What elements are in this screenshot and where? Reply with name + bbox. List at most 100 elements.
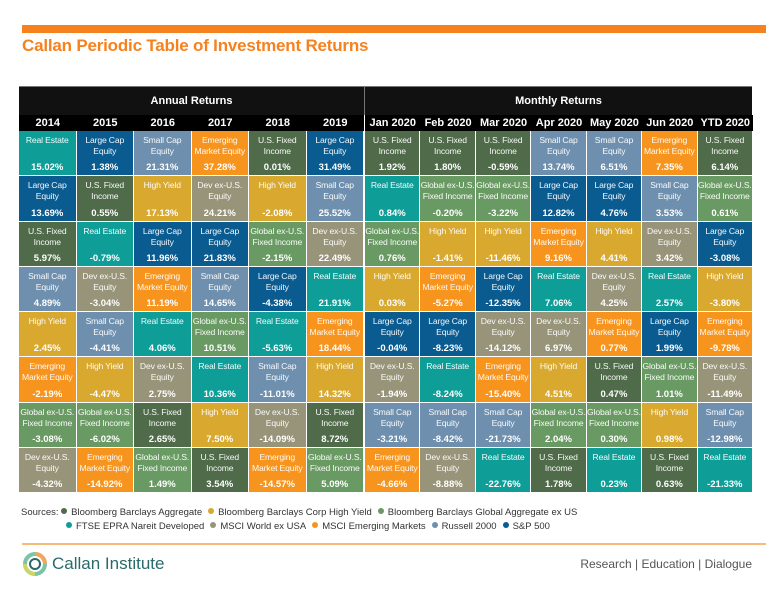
return-value: 0.84% [378, 207, 406, 219]
return-value: 1.92% [378, 162, 406, 174]
table-cell: Emerging Market Equity 11.19% [134, 266, 192, 312]
table-cell: Small Cap Equity 21.31% [134, 131, 192, 177]
table-cell: Real Estate 0.23% [586, 447, 643, 493]
group-header-annual: Annual Returns [19, 86, 365, 115]
asset-class-label: U.S. Fixed Income [200, 451, 240, 473]
asset-class-label: Large Cap Equity [315, 135, 355, 156]
return-value: -2.15% [262, 252, 293, 264]
table-cell: Dev ex-U.S. Equity 24.21% [191, 176, 249, 222]
table-cell: Global ex-U.S. Fixed Income 1.01% [642, 357, 698, 403]
asset-class-label: High Yield [595, 225, 633, 236]
asset-class-label: Small Cap Equity [28, 270, 67, 292]
asset-class-label: Real Estate [198, 361, 242, 372]
table-cell: Real Estate -5.63% [249, 312, 307, 358]
asset-class-label: Global ex-U.S. Fixed Income [531, 406, 586, 428]
table-cell: Real Estate 0.84% [365, 176, 421, 222]
return-value: 3.42% [655, 252, 683, 264]
asset-class-label: Emerging Market Equity [644, 135, 695, 156]
table-cell: Large Cap Equity -8.23% [420, 312, 476, 358]
return-value: -8.42% [432, 433, 463, 445]
return-value: -3.21% [377, 433, 408, 445]
asset-class-label: Dev ex-U.S. Equity [254, 406, 300, 428]
source-item: FTSE EPRA Nareit Developed [66, 521, 204, 532]
source-text: MSCI World ex USA [220, 521, 307, 532]
table-cell: Global ex-U.S. Fixed Income 0.30% [586, 402, 643, 448]
return-value: -3.22% [488, 207, 519, 219]
table-cell: Dev ex-U.S. Equity -11.49% [697, 357, 753, 403]
return-value: 2.75% [148, 388, 176, 400]
table-cell: High Yield -2.08% [249, 176, 307, 222]
asset-class-label: Emerging Market Equity [422, 270, 473, 292]
asset-class-label: Global ex-U.S. Fixed Income [697, 180, 752, 202]
asset-class-label: Emerging Market Equity [366, 451, 418, 473]
table-cell: Emerging Market Equity -15.40% [475, 357, 532, 403]
column-header: 2016 [134, 115, 192, 131]
table-cell: Dev ex-U.S. Equity -8.88% [420, 447, 476, 493]
asset-class-label: Real Estate [481, 451, 525, 462]
return-value: 11.19% [146, 298, 179, 309]
return-value: 0.23% [600, 479, 628, 490]
column-header: 2019 [306, 115, 364, 131]
asset-class-label: Real Estate [703, 451, 747, 462]
return-value: -1.41% [432, 252, 463, 264]
asset-class-label: Small Cap Equity [483, 406, 523, 428]
table-cell: Global ex-U.S. Fixed Income 5.09% [306, 447, 364, 493]
asset-class-label: Dev ex-U.S. Equity [312, 225, 358, 247]
table-cell: U.S. Fixed Income 0.47% [586, 357, 643, 403]
source-item: Russell 2000 [431, 521, 497, 532]
return-value: -22.76% [485, 479, 521, 490]
source-item: Bloomberg Barclays Aggregate [61, 507, 202, 518]
source-text: Bloomberg Barclays Aggregate [71, 507, 203, 518]
column-feb-2020: Feb 2020 U.S. Fixed Income 1.80% Global ex-… [420, 115, 476, 493]
return-value: -5.63% [262, 343, 293, 355]
return-value: -12.35% [485, 298, 521, 309]
table-cell: Global ex-U.S. Fixed Income 10.51% [191, 312, 249, 358]
table-cell: High Yield 4.41% [586, 221, 643, 267]
table-cell: High Yield 7.50% [191, 402, 249, 448]
return-value: -4.66% [377, 479, 408, 490]
asset-class-label: U.S. Fixed Income [483, 135, 523, 156]
return-value: 0.47% [600, 388, 628, 400]
asset-class-label: Large Cap Equity [200, 225, 240, 247]
asset-class-label: Small Cap Equity [85, 316, 124, 337]
table-cell: Small Cap Equity -3.21% [365, 402, 421, 448]
asset-class-label: Small Cap Equity [373, 406, 412, 428]
asset-class-label: Emerging Market Equity [251, 451, 303, 473]
return-value: 1.78% [545, 479, 572, 490]
table-cell: Small Cap Equity -11.01% [249, 357, 307, 403]
return-value: 6.14% [711, 162, 739, 174]
return-value: 5.09% [321, 479, 349, 490]
table-cell: Large Cap Equity 31.49% [306, 131, 364, 177]
asset-class-label: Emerging Market Equity [136, 270, 188, 292]
legend-dot-icon [208, 508, 215, 514]
legend-dot-icon [210, 522, 217, 528]
asset-class-label: Global ex-U.S. Fixed Income [307, 451, 362, 473]
asset-class-label: Emerging Market Equity [194, 135, 246, 156]
table-cell: High Yield 2.45% [19, 312, 77, 358]
asset-class-label: Emerging Market Equity [309, 316, 361, 337]
asset-class-label: Global ex-U.S. Fixed Income [250, 225, 305, 247]
table-cell: Emerging Market Equity -14.92% [76, 447, 134, 493]
table-cell: Small Cap Equity 3.53% [642, 176, 698, 222]
asset-class-label: High Yield [484, 225, 522, 236]
table-cell: Small Cap Equity -8.42% [420, 402, 476, 448]
asset-class-label: U.S. Fixed Income [372, 135, 412, 156]
asset-class-label: Emerging Market Equity [699, 316, 751, 337]
table-cell: High Yield -3.80% [697, 266, 753, 312]
return-value: 21.31% [146, 162, 179, 174]
asset-class-label: U.S. Fixed Income [142, 406, 182, 428]
table-cell: U.S. Fixed Income 0.01% [249, 131, 307, 177]
asset-class-label: Small Cap Equity [650, 180, 689, 202]
asset-class-label: Dev ex-U.S. Equity [647, 225, 692, 247]
return-value: 10.36% [203, 388, 236, 400]
return-value: 12.82% [542, 207, 575, 219]
legend-dot-icon [66, 522, 72, 528]
return-value: -0.20% [432, 207, 463, 219]
return-value: 2.65% [148, 433, 176, 445]
table-cell: Emerging Market Equity -9.78% [697, 312, 753, 358]
source-item: Bloomberg Barclays Global Aggregate ex U… [377, 507, 577, 518]
callan-institute-logo: Callan Institute [22, 551, 164, 577]
source-item: S&P 500 [502, 521, 550, 532]
table-cell: Real Estate 15.02% [19, 131, 77, 177]
table-cell: High Yield -4.47% [76, 357, 134, 403]
